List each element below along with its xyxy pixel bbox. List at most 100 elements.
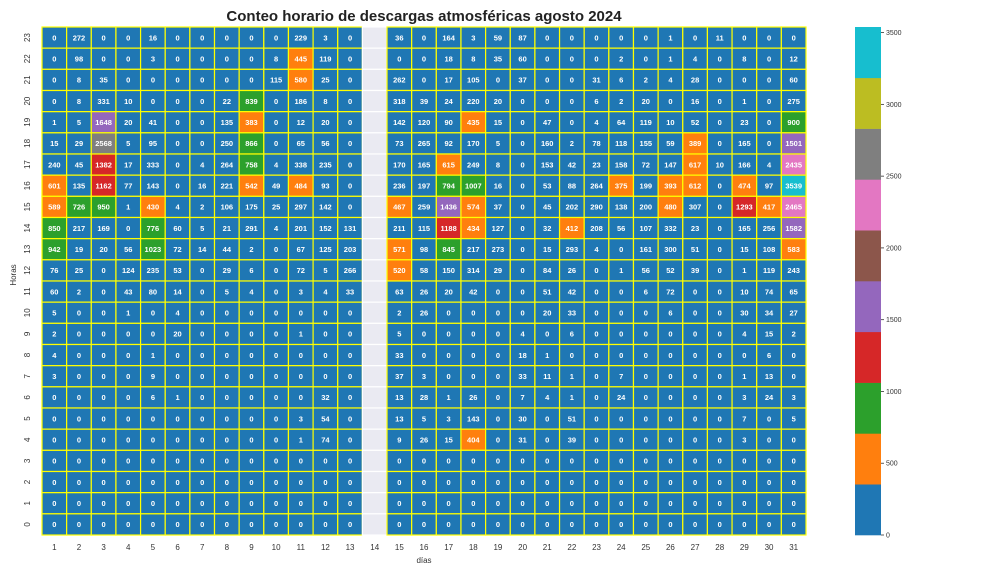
cell-value-label: 13	[765, 372, 773, 381]
cell-value-label: 0	[767, 457, 771, 466]
cell-value-label: 0	[323, 308, 327, 317]
cell-value-label: 0	[792, 435, 796, 444]
heatmap-cell	[361, 259, 388, 282]
cell-value-label: 250	[221, 139, 234, 148]
colorbar-segment	[855, 77, 881, 129]
cell-value-label: 33	[395, 351, 403, 360]
cell-value-label: 0	[249, 308, 253, 317]
heatmap-cell	[361, 280, 388, 303]
heatmap-cell	[361, 68, 388, 92]
heatmap-cell	[361, 492, 388, 515]
cell-value-label: 3	[299, 414, 303, 423]
cell-value-label: 0	[644, 520, 648, 529]
cell-value-label: 0	[348, 139, 352, 148]
cell-value-label: 41	[149, 118, 157, 127]
cell-value-label: 574	[467, 203, 480, 212]
x-tick-label: 4	[126, 543, 131, 552]
cell-value-label: 72	[666, 287, 674, 296]
cell-value-label: 0	[77, 351, 81, 360]
cell-value-label: 0	[619, 478, 623, 487]
cell-value-label: 0	[200, 393, 204, 402]
cell-value-label: 29	[75, 139, 83, 148]
cell-value-label: 1382	[95, 160, 112, 169]
cell-value-label: 0	[570, 351, 574, 360]
cell-value-label: 0	[619, 245, 623, 254]
cell-value-label: 845	[442, 245, 455, 254]
cell-value-label: 67	[297, 245, 305, 254]
x-axis-ticks: 1 2 3 4 5 6 7 8 9 10 11 12 13 14 15 16 17 18 19 20 21 22 23 24 2…	[52, 543, 799, 552]
cell-value-label: 0	[274, 351, 278, 360]
cell-value-label: 4	[594, 118, 599, 127]
cell-value-label: 7	[619, 372, 623, 381]
cell-value-label: 0	[594, 287, 598, 296]
cell-value-label: 32	[321, 393, 329, 402]
cell-value-label: 273	[492, 245, 505, 254]
cell-value-label: 1648	[95, 118, 112, 127]
cell-value-label: 20	[321, 118, 329, 127]
cell-value-label: 0	[594, 520, 598, 529]
cell-value-label: 0	[594, 54, 598, 63]
cell-value-label: 0	[447, 478, 451, 487]
x-tick-label: 25	[641, 543, 650, 552]
y-tick-label: 12	[23, 265, 32, 274]
cell-value-label: 0	[422, 54, 426, 63]
cell-value-label: 0	[274, 372, 278, 381]
cell-value-label: 0	[249, 435, 253, 444]
cell-value-label: 0	[594, 435, 598, 444]
cell-value-label: 6	[668, 308, 672, 317]
cell-value-label: 3	[299, 287, 303, 296]
cell-value-label: 5	[397, 330, 401, 339]
cell-value-label: 29	[494, 266, 502, 275]
cell-value-label: 0	[718, 308, 722, 317]
cell-value-label: 0	[520, 457, 524, 466]
cell-value-label: 142	[393, 118, 406, 127]
x-tick-label: 21	[543, 543, 552, 552]
cell-value-label: 0	[274, 499, 278, 508]
cell-value-label: 201	[295, 224, 308, 233]
y-tick-label: 4	[23, 437, 32, 442]
cell-value-label: 0	[274, 393, 278, 402]
cell-value-label: 52	[691, 118, 699, 127]
cell-value-label: 0	[175, 54, 179, 63]
cell-value-label: 0	[792, 372, 796, 381]
cell-value-label: 0	[348, 520, 352, 529]
cell-value-label: 105	[467, 76, 480, 85]
y-tick-label: 21	[23, 75, 32, 84]
cell-value-label: 1	[668, 33, 672, 42]
cell-value-label: 0	[52, 478, 56, 487]
cell-value-label: 0	[52, 457, 56, 466]
cell-value-label: 1	[570, 393, 574, 402]
cell-value-label: 0	[200, 330, 204, 339]
cell-value-label: 794	[442, 181, 455, 190]
cell-value-label: 474	[738, 181, 751, 190]
cell-value-label: 12	[297, 118, 305, 127]
cell-value-label: 20	[543, 308, 551, 317]
x-tick-label: 14	[370, 543, 379, 552]
cell-value-label: 314	[467, 266, 480, 275]
cell-value-label: 74	[321, 435, 330, 444]
cell-value-label: 220	[467, 97, 480, 106]
cell-value-label: 0	[668, 435, 672, 444]
y-axis-label: Horas	[9, 264, 18, 285]
colorbar: 0 500 1000 1500 2000 2500 3000 3500	[855, 27, 902, 540]
cell-value-label: 0	[225, 393, 229, 402]
cell-value-label: 0	[496, 393, 500, 402]
cell-value-label: 0	[126, 435, 130, 444]
cell-value-label: 87	[518, 33, 526, 42]
cell-value-label: 0	[126, 351, 130, 360]
colorbar-segment	[855, 179, 881, 231]
cell-value-label: 6	[249, 266, 253, 275]
cell-value-label: 542	[245, 181, 258, 190]
cell-value-label: 0	[77, 520, 81, 529]
cell-value-label: 2	[619, 54, 623, 63]
cell-value-label: 0	[742, 520, 746, 529]
colorbar-tick-label: 3500	[886, 30, 902, 37]
colorbar-segment	[855, 433, 881, 485]
cell-value-label: 25	[272, 203, 280, 212]
cell-value-label: 0	[77, 372, 81, 381]
cell-value-label: 60	[518, 54, 526, 63]
cell-value-label: 3	[792, 393, 796, 402]
cell-value-label: 20	[444, 287, 452, 296]
cell-value-label: 39	[568, 435, 576, 444]
